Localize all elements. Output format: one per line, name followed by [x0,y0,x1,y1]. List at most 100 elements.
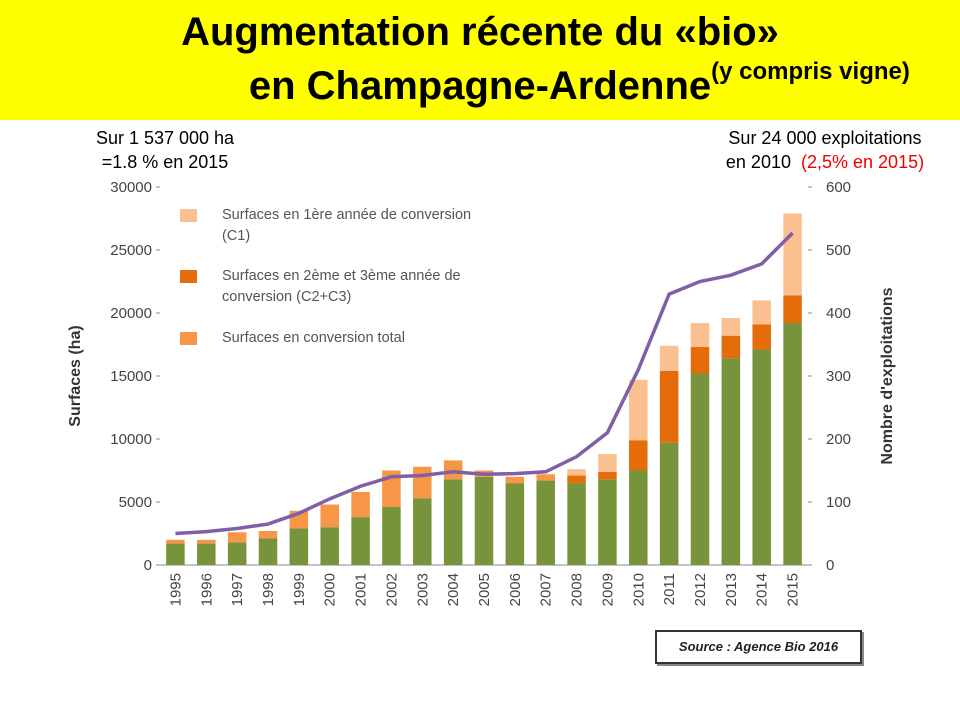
bar-segment [289,528,309,565]
x-tick-label: 2015 [785,573,802,606]
bar-segment [721,318,741,336]
bar-segment [536,474,555,481]
bar-segment [351,491,370,518]
bar-segment [505,483,525,565]
x-tick-label: 2014 [754,573,771,606]
bar-segment [598,454,617,472]
bar-segment [783,323,802,565]
x-tick-label: 1995 [167,573,184,606]
bar-segment [351,517,370,565]
x-tick-label: 2003 [414,573,431,606]
bar-segment [783,295,802,324]
x-tick-label: 2010 [630,573,647,606]
bar-segment [443,460,463,480]
note-line: =1.8 % en 2015 [101,152,229,172]
y2-tick-label: 600 [826,179,851,196]
note-red: (2,5% en 2015) [801,152,925,172]
legend-label: Surfaces en 2ème et 3ème année de conver… [222,268,461,305]
bar-segment [227,542,247,565]
legend-label: Surfaces en 1ère année de conversion (C1… [222,207,472,244]
y2-tick-label: 500 [826,242,851,259]
y2-tick-label: 100 [826,494,851,511]
x-tick-label: 1999 [291,573,308,606]
title-line2: en Champagne-Ardenne (y compris vigne) [0,60,960,112]
y-tick-label: 30000 [110,179,152,196]
right-note: Sur 24 000 exploitations en 2010 (2,5% e… [690,126,960,174]
bar-segment [752,324,771,350]
x-tick-label: 1998 [260,573,277,606]
bar-segment [197,543,216,565]
bar-segment [536,480,555,565]
y2-tick-label: 300 [826,368,851,385]
x-tick-label: 2009 [599,573,616,606]
bar-segment [629,440,648,471]
bar-segment [721,335,741,359]
bar-segment [382,507,401,565]
bar-segment [320,504,339,528]
bar-segment [629,470,648,565]
legend-swatch [180,270,197,283]
bar-segment [166,543,185,565]
y2-tick-label: 400 [826,305,851,322]
y-tick-label: 15000 [110,368,152,385]
y2-tick-label: 0 [826,557,834,574]
note-text: en 2010 [725,152,791,172]
bar-segment [783,213,802,296]
x-tick-label: 2012 [692,573,709,606]
bar-segment [413,466,432,499]
bar-segment [690,347,710,374]
x-tick-label: 2002 [383,573,400,606]
source: Source : Agence Bio 2016 [655,630,862,664]
bar-segment [258,530,278,539]
bar-segment [752,300,771,325]
bar-segment [659,442,679,565]
x-tick-label: 2004 [445,573,462,606]
y-tick-label: 10000 [110,431,152,448]
bar-segment [320,527,339,565]
x-tick-label: 2006 [507,573,524,606]
y-tick-label: 20000 [110,305,152,322]
note-line: Sur 24 000 exploitations [728,128,922,148]
left-note: Sur 1 537 000 ha =1.8 % en 2015 [60,126,270,174]
bar-segment [659,370,679,443]
bar-segment [567,469,586,476]
title-line2-text: en Champagne-Ardenne [248,64,712,108]
bar-segment [474,476,494,565]
bar-segment [227,532,247,543]
bar-segment [629,379,648,441]
x-tick-label: 2000 [322,573,339,606]
line-series [175,231,794,536]
y-tick-label: 5000 [119,494,152,511]
note-line: Sur 1 537 000 ha [95,128,235,148]
title-banner: Augmentation récente du «bio» en Champag… [0,0,960,120]
title: Augmentation récente du «bio» [181,10,779,54]
y-tick-label: 25000 [110,242,152,259]
y-axis-label: Surfaces (ha) [67,325,84,426]
y2-axis-label: Nombre d'exploitations [879,287,896,464]
bar-segment [258,538,278,565]
bar-segment [690,373,710,565]
x-tick-label: 2005 [476,573,493,606]
x-tick-label: 2001 [353,573,370,606]
bar-segment [690,323,710,348]
y-tick-label: 0 [144,557,152,574]
bar-segment [413,498,432,565]
x-tick-label: 1996 [198,573,215,606]
bar-segment [567,483,586,565]
title-note: (y compris vigne) [711,58,910,85]
x-tick-label: 1997 [229,573,246,606]
legend-swatch [180,209,197,222]
bar-segment [166,539,185,544]
legend-swatch [180,332,197,345]
bar-segment [443,479,463,565]
x-tick-label: 2013 [723,573,740,606]
bar-segment [598,479,617,565]
bar-segment [752,349,771,565]
bar-segment [721,358,741,565]
bar-segment [659,345,679,371]
note-line: en 2010 (2,5% en 2015) [690,150,960,174]
legend-label: Surfaces en conversion total [222,330,405,346]
bar-segment [197,539,216,544]
